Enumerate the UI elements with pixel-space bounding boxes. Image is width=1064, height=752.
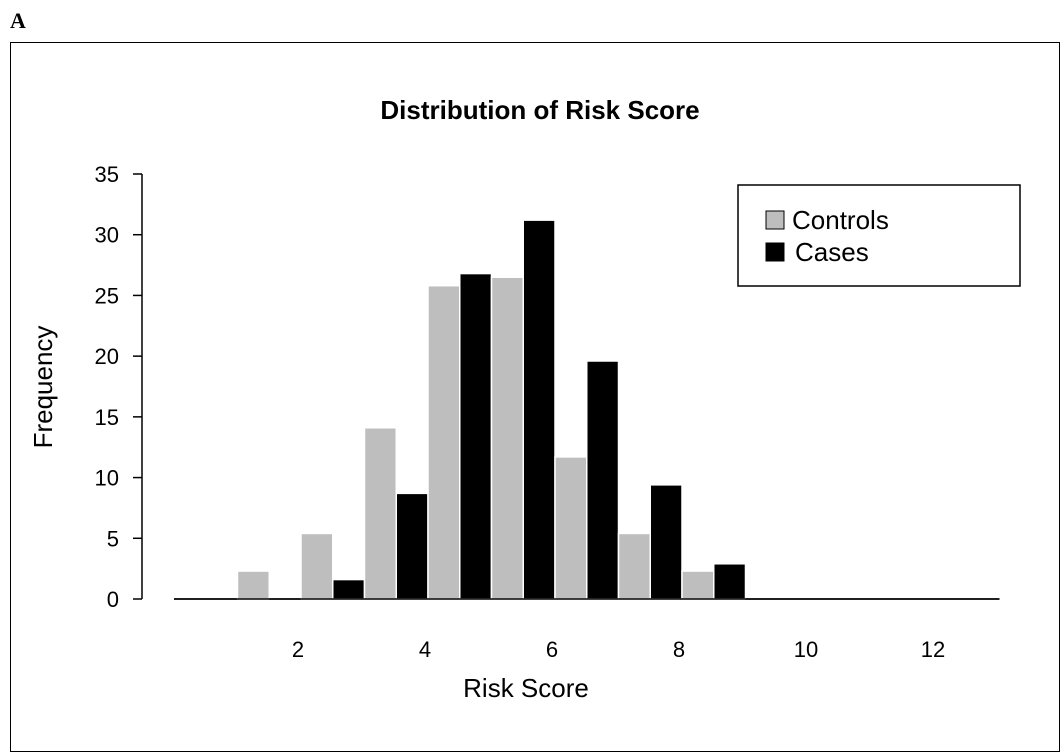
y-tick-label: 15 [95, 405, 119, 430]
y-tick-label: 20 [95, 344, 119, 369]
y-tick-label: 35 [95, 162, 119, 187]
legend-box [737, 184, 1021, 287]
y-axis: 0 5 10 15 20 25 30 35 [95, 162, 143, 612]
bar-controls-6 [490, 276, 524, 600]
y-tick-label: 10 [95, 466, 119, 491]
bar-cases-9 [713, 563, 747, 600]
bar-controls-2 [236, 570, 270, 600]
bars [174, 219, 1000, 600]
y-tick-label: 5 [107, 526, 119, 551]
bar-controls-5 [427, 284, 461, 600]
legend-swatch-cases [765, 242, 785, 262]
x-axis: 2 4 6 8 10 12 [292, 637, 945, 662]
y-tick-label: 30 [95, 223, 119, 248]
bar-cases-4 [395, 492, 429, 600]
x-tick-label: 10 [794, 637, 818, 662]
y-axis-title: Frequency [28, 326, 58, 449]
x-tick-label: 12 [921, 637, 945, 662]
chart-title: Distribution of Risk Score [380, 95, 699, 125]
bar-controls-9 [681, 570, 715, 600]
bar-controls-7 [554, 456, 588, 600]
x-tick-label: 4 [419, 637, 431, 662]
x-tick-label: 8 [673, 637, 685, 662]
bar-cases-8 [649, 484, 683, 600]
x-axis-title: Risk Score [463, 673, 589, 703]
x-tick-label: 6 [546, 637, 558, 662]
bar-cases-7 [586, 360, 620, 600]
y-tick-label: 25 [95, 283, 119, 308]
bar-controls-4 [363, 427, 397, 600]
bar-cases-3 [332, 578, 366, 600]
legend-swatch-controls [765, 210, 785, 230]
legend-label-cases: Cases [795, 237, 869, 267]
x-tick-label: 2 [292, 637, 304, 662]
bar-controls-3 [300, 532, 334, 600]
y-tick-label: 0 [107, 587, 119, 612]
panel-label: A [10, 8, 26, 33]
legend: Controls Cases [737, 184, 1021, 287]
bar-cases-6 [522, 219, 556, 600]
legend-label-controls: Controls [792, 205, 889, 235]
bar-controls-8 [617, 532, 651, 600]
bar-cases-5 [459, 272, 493, 600]
